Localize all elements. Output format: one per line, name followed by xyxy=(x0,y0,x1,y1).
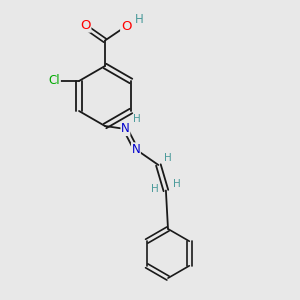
Text: Cl: Cl xyxy=(49,74,60,88)
Text: H: H xyxy=(151,184,158,194)
Text: H: H xyxy=(135,13,144,26)
Text: N: N xyxy=(121,122,130,136)
Text: O: O xyxy=(80,19,91,32)
Text: N: N xyxy=(131,143,140,156)
Text: H: H xyxy=(173,179,181,189)
Text: H: H xyxy=(164,153,172,164)
Text: O: O xyxy=(121,20,131,33)
Text: H: H xyxy=(133,114,141,124)
